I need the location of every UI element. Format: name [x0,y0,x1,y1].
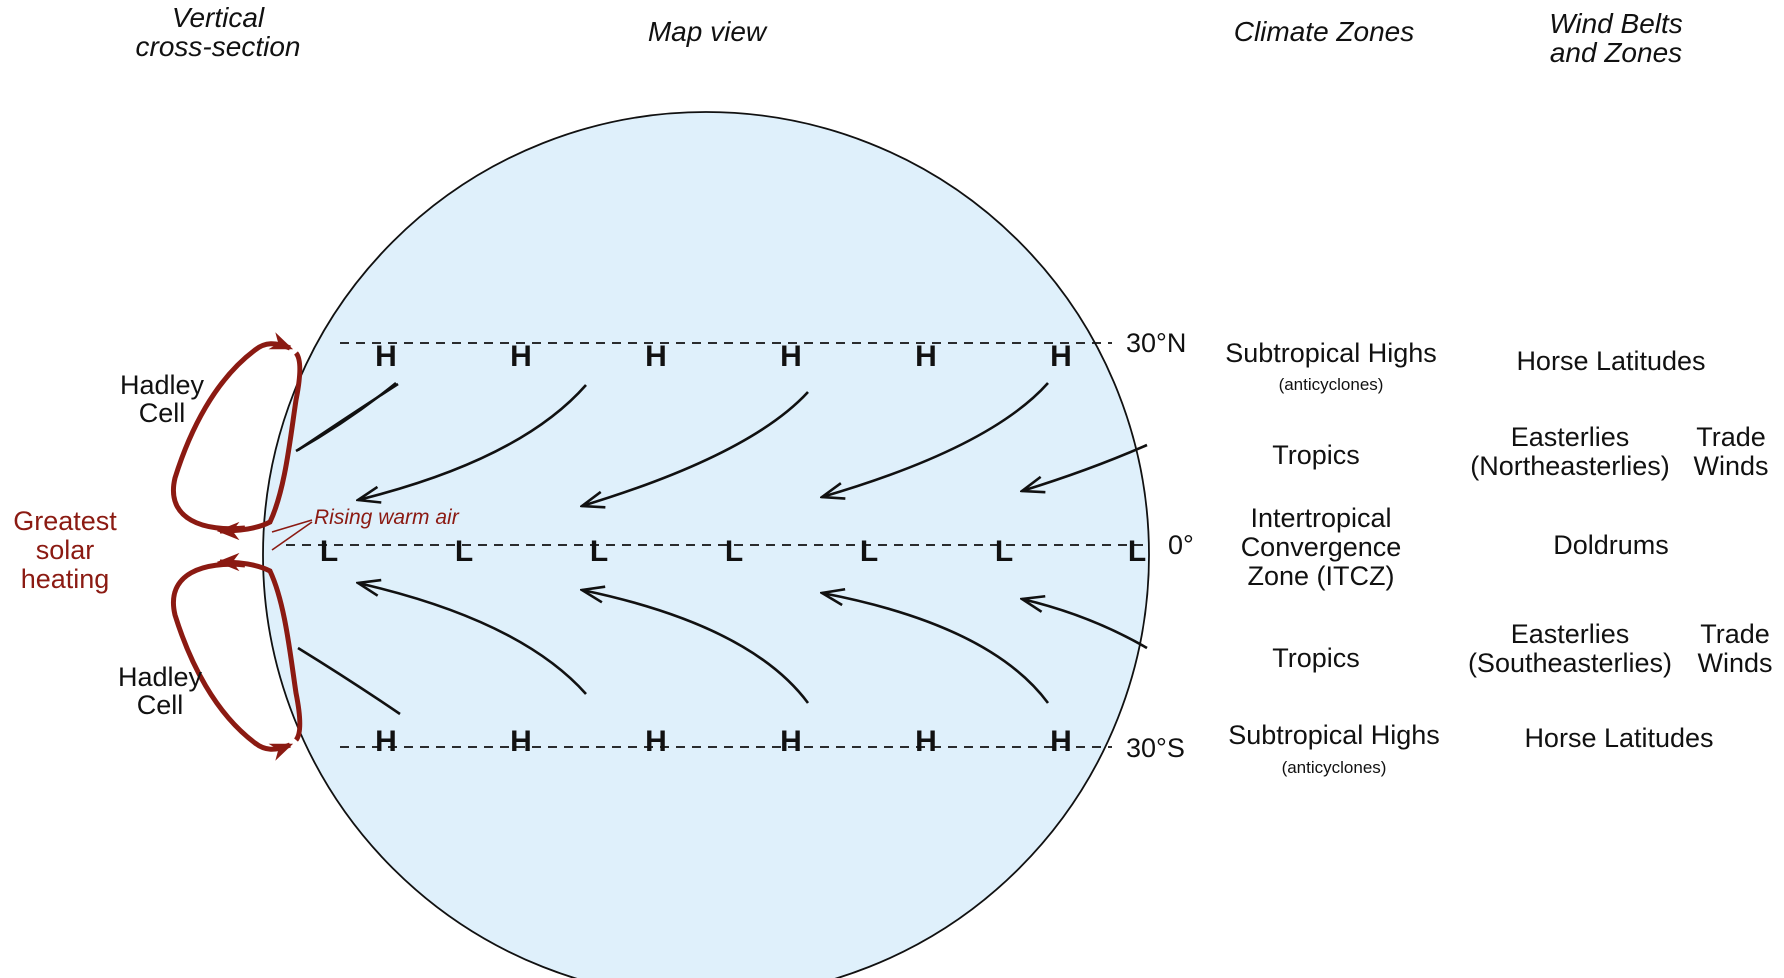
northeasterly-wind-arrow [1022,443,1148,491]
low-pressure-marker: L [455,535,473,568]
hadley-cell-arrow-lower-outer [171,561,294,761]
low-pressure-marker: L [860,535,878,568]
wind-doldrums: Doldrums [1553,530,1669,560]
high-pressure-marker: H [645,340,667,373]
high-pressure-marker: H [375,725,397,758]
climate-itcz-line3: Zone (ITCZ) [1247,561,1394,591]
header-wind-belts-line2: and Zones [1550,37,1682,68]
climate-anticyclones-north: (anticyclones) [1279,375,1384,394]
header-wind-belts-line1: Wind Belts [1549,8,1683,39]
high-pressure-marker: H [375,340,397,373]
wind-trail-line [297,382,399,452]
latitude-label-equator: 0° [1168,530,1194,560]
low-pressure-marker: L [590,535,608,568]
wind-trail-line [297,646,401,716]
wind-northeasterlies: (Northeasterlies) [1470,451,1670,481]
southeasterly-wind-arrow [822,593,1050,704]
high-pressure-marker: H [915,340,937,373]
low-pressure-marker: L [320,535,338,568]
wind-easterlies-north: Easterlies [1511,422,1630,452]
header-climate-zones: Climate Zones [1234,16,1415,47]
greatest-solar-heating-line3: heating [21,564,110,594]
climate-anticyclones-south: (anticyclones) [1282,758,1387,777]
climate-subtropical-highs-north: Subtropical Highs [1225,338,1437,368]
high-pressure-marker: H [780,725,802,758]
header-vertical-line1: Vertical [172,2,265,33]
hadley-cell-arrow-upper-inner [216,351,303,541]
climate-itcz-line1: Intertropical [1250,503,1391,533]
hadley-cell-arrow-lower-inner [216,552,303,742]
low-pressure-marker: L [995,535,1013,568]
wind-trade-north-line1: Trade [1696,422,1766,452]
climate-itcz-line2: Convergence [1241,532,1402,562]
low-pressure-marker: L [725,535,743,568]
rising-air-leader-line [271,521,313,551]
wind-southeasterlies: (Southeasterlies) [1468,648,1672,678]
wind-horse-latitudes-north: Horse Latitudes [1516,346,1705,376]
high-pressure-marker: H [1050,725,1072,758]
southeasterly-wind-arrow [582,590,810,704]
wind-horse-latitudes-south: Horse Latitudes [1524,723,1713,753]
climate-subtropical-highs-south: Subtropical Highs [1228,720,1440,750]
latitude-label-30s: 30°S [1126,733,1185,763]
northeasterly-wind-arrow [822,382,1049,497]
rising-warm-air-label: Rising warm air [314,506,460,529]
northeasterly-wind-arrow [582,391,809,506]
high-pressure-marker: H [510,725,532,758]
hadley-cell-label-north-line1: Hadley [120,370,205,400]
high-pressure-marker: H [510,340,532,373]
greatest-solar-heating-line1: Greatest [13,506,117,536]
climate-tropics-south: Tropics [1272,643,1360,673]
wind-trade-north-line2: Winds [1693,451,1768,481]
high-pressure-marker: H [1050,340,1072,373]
latitude-label-30n: 30°N [1126,328,1186,358]
wind-trade-south-line1: Trade [1700,619,1770,649]
climate-tropics-north: Tropics [1272,440,1360,470]
southeasterly-wind-arrow [358,583,587,695]
low-pressure-marker: L [1128,535,1146,568]
hadley-cell-arrow-upper-outer [171,332,294,532]
northeasterly-wind-arrow [358,384,587,500]
high-pressure-marker: H [780,340,802,373]
rising-air-leader-line [271,519,313,533]
wind-trade-south-line2: Winds [1697,648,1772,678]
southeasterly-wind-arrow [1022,599,1148,650]
greatest-solar-heating-line2: solar [36,535,95,565]
high-pressure-marker: H [645,725,667,758]
wind-easterlies-south: Easterlies [1511,619,1630,649]
header-map-view: Map view [648,16,768,47]
hadley-cell-label-north-line2: Cell [139,398,186,428]
hadley-cell-label-south-line2: Cell [137,690,184,720]
hadley-cell-label-south-line1: Hadley [118,662,203,692]
header-vertical-line2: cross-section [136,31,301,62]
high-pressure-marker: H [915,725,937,758]
